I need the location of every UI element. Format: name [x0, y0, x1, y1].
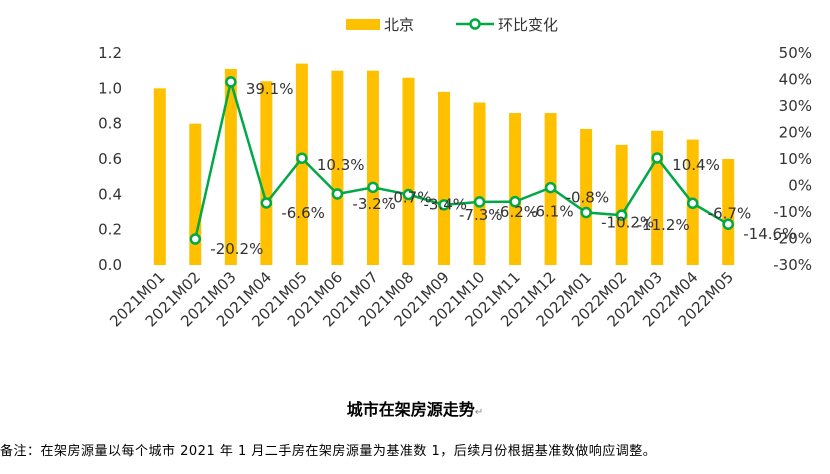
- chart-canvas: 北京 环比变化 0.0 0.2 0.4 0.6 0.8 1.0 1.2 -30% -20% -10…: [98, 16, 812, 330]
- left-axis-tick-label: 0.0: [98, 256, 122, 274]
- bar-2022M05: [722, 159, 735, 265]
- right-axis-tick-label: -20%: [773, 230, 812, 248]
- line-point-2021M06: [331, 188, 344, 200]
- line-data-labels: -20.2% 39.1% -6.6% 10.3% -3.2%-0.7%-3.4%-7.3…: [210, 80, 796, 258]
- right-axis-tick-label: 30%: [779, 97, 812, 115]
- line-data-label: 10.3%: [317, 156, 365, 174]
- line-data-label: -6.1%: [530, 203, 574, 221]
- line-data-label: -3.4%: [423, 196, 467, 214]
- line-data-label: -14.6%: [743, 225, 796, 243]
- x-axis: 2021M012021M022021M032021M042021M052021M…: [106, 268, 737, 330]
- left-axis-tick-label: 1.0: [98, 79, 122, 97]
- bar-2021M04: [260, 81, 273, 266]
- legend: 北京 环比变化: [346, 16, 558, 34]
- bar-2021M03: [224, 68, 237, 266]
- left-axis-tick-label: 0.8: [98, 115, 122, 133]
- line-data-label: -7.3%: [459, 206, 503, 224]
- bar-2021M11: [509, 113, 522, 265]
- line-data-label: -0.7%: [388, 188, 432, 206]
- line-data-label: -6.6%: [281, 204, 325, 222]
- line-data-label: 39.1%: [246, 80, 294, 98]
- bar-2021M06: [331, 70, 344, 266]
- line-path: [194, 76, 729, 240]
- bar-2021M07: [366, 70, 379, 266]
- bar-2022M01: [580, 128, 593, 265]
- line-point-2022M05: [722, 218, 734, 230]
- line-point-2021M05: [296, 152, 308, 164]
- right-axis: -30% -20% -10% 0% 10% 20% 30% 40% 50%: [773, 44, 812, 274]
- right-axis-tick-label: 0%: [788, 177, 812, 195]
- bar-2021M10: [473, 102, 486, 265]
- line-data-label: -20.2%: [210, 240, 263, 258]
- bar-2021M05: [295, 63, 308, 265]
- right-axis-tick-label: 10%: [779, 150, 812, 168]
- caption-text: 城市在架房源走势: [346, 400, 475, 419]
- line-point-2021M03: [225, 76, 237, 88]
- line-data-label: -11.2%: [637, 216, 690, 234]
- line-point-2021M02: [189, 233, 202, 245]
- line-data-label: 10.4%: [672, 156, 720, 174]
- left-axis-tick-label: 0.6: [98, 150, 122, 168]
- line-point-2021M09: [438, 199, 450, 211]
- line-point-2021M11: [509, 195, 521, 208]
- line-data-label: -6.2%: [495, 203, 539, 221]
- line-point-2021M04: [260, 197, 273, 209]
- bar-2021M09: [438, 91, 450, 265]
- chart-caption: 城市在架房源走势↵: [0, 396, 830, 420]
- bar-2021M01: [153, 88, 166, 265]
- line-point-2022M04: [686, 197, 699, 210]
- line-point-2021M08: [402, 188, 415, 201]
- legend-label-bar: 北京: [384, 16, 414, 34]
- bar-2021M08: [402, 77, 415, 265]
- left-axis-tick-label: 1.2: [98, 44, 122, 62]
- line-point-2021M10: [473, 196, 486, 208]
- line-data-label: -10.2%: [601, 214, 654, 232]
- left-axis: 0.0 0.2 0.4 0.6 0.8 1.0 1.2: [98, 44, 122, 274]
- line-point-2022M02: [615, 209, 628, 221]
- line-point-2022M03: [651, 152, 663, 164]
- line-point-2021M12: [544, 181, 557, 194]
- footnote: 备注：在架房源量以每个城市 2021 年 1 月二手房在架房源量为基准数 1，后…: [0, 444, 657, 459]
- legend-swatch-bar: [346, 19, 380, 30]
- line-data-label: -3.2%: [352, 195, 396, 213]
- right-axis-tick-label: -10%: [773, 203, 812, 221]
- line-data-label: -6.7%: [708, 204, 752, 222]
- line-point-2021M07: [367, 181, 379, 194]
- bar-2022M03: [651, 130, 664, 265]
- right-axis-tick-label: 40%: [779, 71, 812, 89]
- line-point-2022M01: [580, 206, 592, 219]
- line-data-label: -0.8%: [566, 189, 610, 207]
- line-series: [189, 76, 734, 245]
- return-mark-icon: ↵: [474, 407, 484, 418]
- right-axis-tick-label: 50%: [779, 44, 812, 62]
- bar-2022M02: [615, 144, 628, 265]
- bar-series: [153, 63, 735, 266]
- left-axis-tick-label: 0.4: [98, 185, 122, 203]
- legend-label-line: 环比变化: [498, 16, 558, 34]
- right-axis-tick-label: 20%: [779, 124, 812, 142]
- left-axis-tick-label: 0.2: [98, 221, 122, 239]
- right-axis-tick-label: -30%: [773, 256, 812, 274]
- legend-marker-line: [469, 18, 481, 30]
